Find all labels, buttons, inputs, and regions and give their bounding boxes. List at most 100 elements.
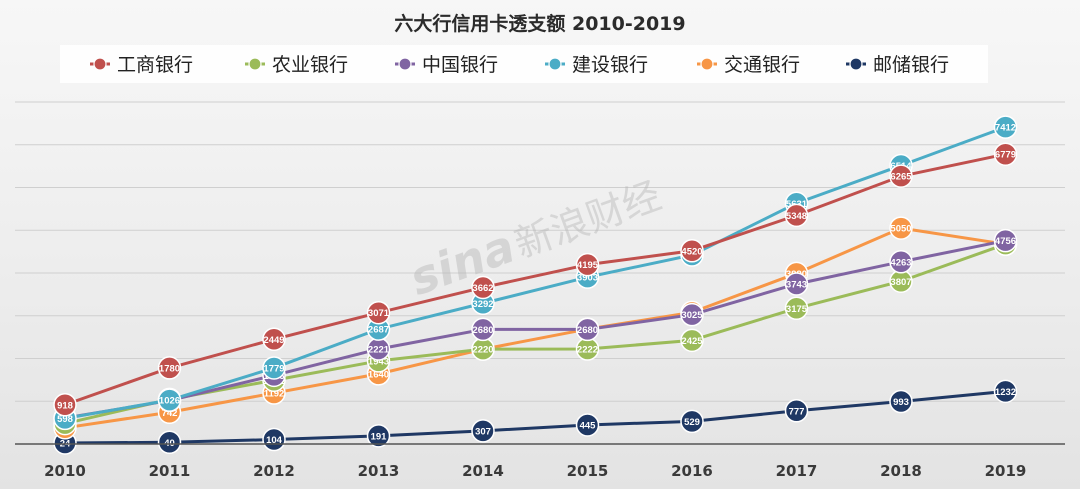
series-4: 598102617792687329239034420563165147412: [53, 115, 1018, 431]
data-label: 6779: [995, 150, 1016, 161]
data-label: 5348: [786, 211, 807, 222]
data-label: 742: [162, 408, 178, 419]
x-tick-label: 2010: [44, 462, 86, 480]
legend-marker: [248, 57, 262, 71]
legend-item: 建设银行: [545, 54, 648, 76]
data-point: [53, 393, 77, 417]
data-point: [262, 327, 286, 352]
data-label: 1192: [264, 389, 285, 400]
data-label: 2222: [577, 345, 598, 356]
data-label: 3071: [368, 308, 390, 319]
data-label: 2687: [368, 325, 389, 336]
data-point: [262, 356, 286, 380]
data-label: 598: [57, 414, 73, 425]
data-label: 2425: [681, 336, 703, 347]
data-label: 918: [57, 400, 73, 411]
series-line: [64, 125, 1007, 420]
data-point: [680, 409, 704, 434]
data-point: [784, 399, 809, 423]
x-tick-label: 2016: [671, 462, 713, 480]
data-label: 777: [789, 406, 805, 417]
data-label: 6265: [890, 172, 912, 183]
data-label: 3743: [786, 279, 807, 290]
data-label: 2680: [577, 325, 598, 336]
data-point: [784, 272, 809, 296]
data-label: 3175: [786, 304, 808, 315]
legend-item: 工商银行: [90, 54, 193, 76]
series-line: [64, 152, 1006, 407]
x-tick-label: 2018: [880, 462, 922, 480]
x-tick-label: 2012: [253, 462, 295, 480]
data-label: 1943: [368, 356, 389, 367]
legend-item: 交通银行: [697, 54, 800, 76]
data-point: [889, 250, 913, 274]
data-point: [993, 142, 1018, 166]
x-tick-label: 2014: [462, 462, 504, 480]
legend-label: 建设银行: [572, 54, 648, 76]
legend-item: 中国银行: [395, 54, 498, 76]
chart-title: 六大行信用卡透支额 2010-2019: [394, 12, 685, 35]
legend-marker: [93, 57, 107, 71]
legend: 工商银行 农业银行 中国银行 建设银行 交通银行 邮储银行: [90, 54, 949, 76]
data-label: 1780: [159, 363, 180, 374]
data-point: [889, 216, 913, 240]
data-point: [784, 296, 809, 321]
data-label: 2221: [368, 345, 390, 356]
data-label: 2680: [472, 325, 493, 336]
legend-marker: [700, 57, 714, 71]
legend-label: 交通银行: [724, 54, 800, 76]
data-label: 993: [893, 397, 909, 408]
legend-label: 农业银行: [272, 54, 348, 76]
x-axis: 2010 2011 2012 2013 2014 2015 2016 2017 2018 2019: [15, 443, 1065, 480]
data-point: [157, 356, 182, 380]
series-line: [64, 239, 1006, 420]
legend-marker: [398, 57, 412, 71]
data-label: 4756: [995, 236, 1016, 247]
data-label: 5050: [890, 224, 911, 235]
series-6: 24401041913074455297779931232: [53, 379, 1018, 455]
data-label: 445: [580, 420, 597, 431]
data-label: 2220: [472, 345, 493, 356]
data-point: [471, 317, 495, 342]
series-line: [64, 226, 1006, 430]
data-label: 104: [266, 435, 283, 446]
x-tick-label: 2017: [776, 462, 818, 480]
data-label: 4195: [577, 260, 599, 271]
data-point: [366, 424, 391, 448]
data-label: 3903: [577, 273, 598, 284]
data-point: [471, 275, 495, 300]
data-point: [262, 427, 286, 452]
data-point: [366, 300, 391, 325]
sina-watermark: sina 新浪财经: [403, 173, 667, 306]
data-label: 4263: [890, 257, 911, 268]
data-label: 1640: [368, 369, 389, 380]
data-label: 3025: [681, 310, 703, 321]
data-point: [575, 317, 600, 342]
data-label: 529: [684, 417, 700, 428]
legend-marker: [849, 57, 863, 71]
data-label: 191: [371, 431, 388, 442]
data-label: 3292: [472, 299, 493, 310]
data-point: [680, 328, 704, 353]
legend-label: 邮储银行: [873, 54, 949, 76]
x-tick-label: 2019: [985, 462, 1027, 480]
legend-marker: [548, 57, 562, 71]
grid-lines: [15, 101, 1065, 402]
series-line: [64, 389, 1006, 445]
data-point: [157, 430, 182, 455]
data-point: [575, 252, 600, 277]
x-tick-label: 2013: [358, 462, 400, 480]
series-1: 918 1780 2449 3071 3662 4195 4520 5348 6265 6779: [53, 142, 1018, 417]
data-label: 307: [475, 426, 491, 437]
data-label: 3807: [890, 277, 911, 288]
data-label: 1779: [263, 363, 284, 374]
data-point: [784, 203, 809, 228]
data-point: [471, 419, 495, 443]
legend-item: 农业银行: [245, 54, 348, 76]
data-label: 4520: [681, 246, 702, 257]
data-point: [993, 379, 1018, 404]
legend-label: 工商银行: [117, 54, 193, 76]
data-label: 3662: [472, 283, 493, 294]
data-label: 1232: [995, 387, 1016, 398]
